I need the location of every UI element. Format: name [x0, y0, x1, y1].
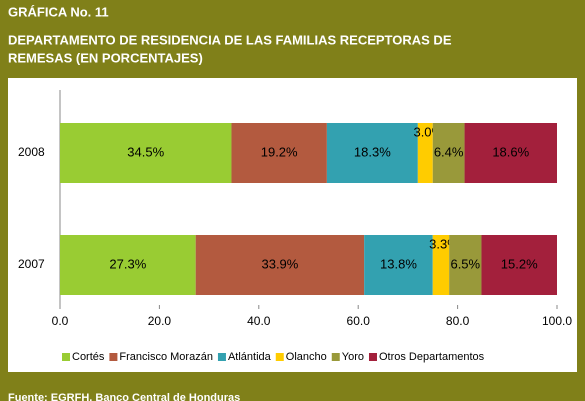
data-label: 27.3% [109, 256, 146, 271]
data-label: 6.5% [450, 256, 480, 271]
bar-segment [326, 123, 418, 183]
y-tick-label: 2007 [18, 257, 45, 271]
x-tick-label: 100.0 [542, 314, 572, 328]
title-line: REMESAS (EN PORCENTAJES) [8, 50, 203, 65]
x-tick-label: 20.0 [148, 314, 172, 328]
bar-segment [60, 235, 196, 295]
bar-segment [481, 235, 557, 295]
legend-label: Olancho [286, 351, 327, 363]
bar-segment [464, 123, 557, 183]
title-line: DEPARTAMENTO DE RESIDENCIA DE LAS FAMILI… [8, 32, 452, 47]
plot-panel [8, 78, 577, 372]
bar-segment [195, 235, 365, 295]
x-tick-label: 40.0 [247, 314, 271, 328]
legend-swatch [331, 353, 340, 361]
data-label: 6.4% [434, 144, 464, 159]
legend-swatch [109, 353, 118, 361]
legend-label: Yoro [342, 351, 364, 363]
bar-segment [449, 235, 482, 295]
legend-swatch [368, 353, 377, 361]
data-label: 33.9% [261, 256, 298, 271]
bar-segment [417, 123, 433, 183]
bar-segment [432, 123, 465, 183]
data-label: 19.2% [261, 144, 298, 159]
bar-segment [432, 235, 450, 295]
x-tick-label: 0.0 [52, 314, 69, 328]
legend-swatch [217, 353, 226, 361]
title-line: GRÁFICA No. 11 [8, 4, 109, 19]
data-label: 34.5% [127, 144, 164, 159]
data-label: 13.8% [380, 256, 417, 271]
legend-label: Otros Departamentos [379, 351, 485, 363]
data-label: 18.3% [354, 144, 391, 159]
x-tick-label: 60.0 [347, 314, 371, 328]
legend-label: Francisco Morazán [119, 351, 213, 363]
legend-label: Cortés [72, 351, 105, 363]
y-tick-label: 2008 [18, 145, 45, 159]
data-label: 15.2% [501, 256, 538, 271]
bar-segment [364, 235, 433, 295]
bar-segment [231, 123, 327, 183]
x-tick-label: 80.0 [446, 314, 470, 328]
legend-label: Atlántida [228, 351, 272, 363]
legend-swatch [62, 353, 70, 361]
legend-swatch [275, 353, 284, 361]
bar-segment [60, 123, 232, 183]
source: Fuente: EGRFH, Banco Central de Honduras [8, 392, 240, 401]
data-label: 18.6% [492, 144, 529, 159]
